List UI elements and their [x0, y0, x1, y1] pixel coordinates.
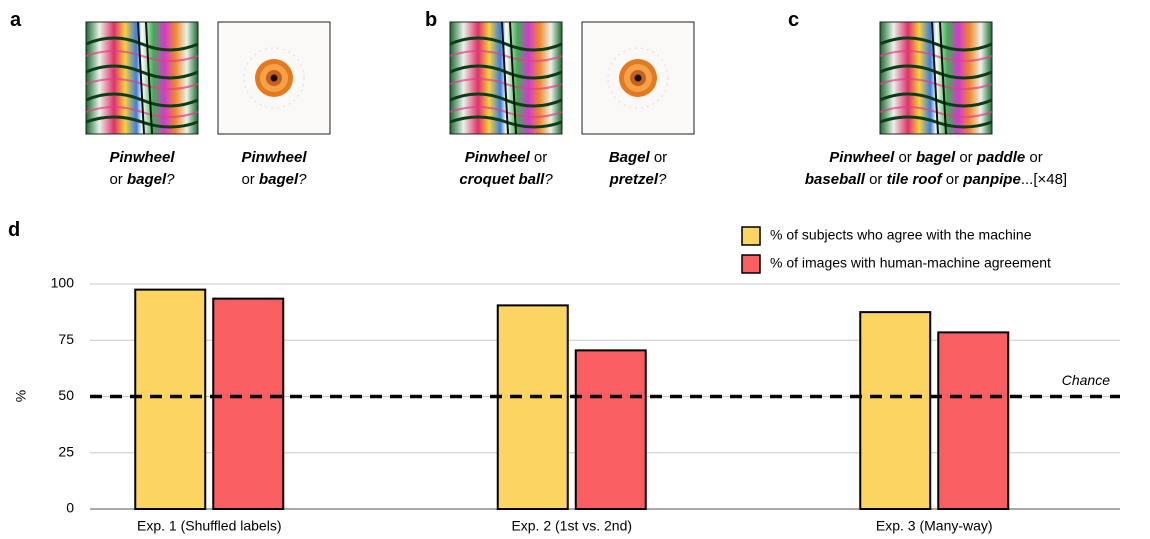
caption-text: ?: [166, 171, 175, 188]
caption-line: Pinwheel: [109, 149, 175, 166]
legend-swatch: [742, 255, 760, 273]
pinwheel-image: [450, 22, 562, 134]
caption-text: ?: [298, 171, 307, 188]
stimulus-images: [86, 22, 992, 134]
bar: [213, 299, 283, 509]
caption-line: Pinwheel or bagel or paddle or: [829, 149, 1042, 166]
caption-line: Pinwheel or: [465, 149, 548, 166]
caption-text: Pinwheel: [241, 149, 307, 166]
chance-label: Chance: [1062, 372, 1110, 388]
caption-text: tile roof: [887, 171, 944, 188]
bar: [860, 312, 930, 509]
panel-letter: c: [788, 9, 799, 31]
pinwheel-image: [880, 22, 992, 134]
y-axis-label: %: [13, 390, 29, 402]
bagel-image: [582, 22, 694, 134]
caption-text: bagel: [127, 171, 167, 188]
y-tick-label: 50: [58, 387, 74, 403]
caption-text: ?: [658, 171, 667, 188]
caption-text: bagel: [259, 171, 299, 188]
caption-text: or: [530, 149, 548, 166]
legend-swatch: [742, 227, 760, 245]
bar: [938, 332, 1008, 509]
caption-text: or: [955, 149, 977, 166]
caption-line: or bagel?: [109, 171, 175, 188]
caption-text: bagel: [916, 149, 956, 166]
caption-text: Pinwheel: [829, 149, 895, 166]
figure: aPinwheelor bagel?Pinwheelor bagel?bPinw…: [0, 0, 1150, 539]
caption-text: ?: [544, 171, 553, 188]
legend-label: % of subjects who agree with the machine: [770, 227, 1032, 243]
y-tick-label: 25: [58, 443, 74, 459]
caption-text: ...[×48]: [1021, 171, 1067, 188]
caption-line: or bagel?: [241, 171, 307, 188]
bagel-image: [218, 22, 330, 134]
caption-text: Bagel: [609, 149, 651, 166]
caption-line: Bagel or: [609, 149, 667, 166]
y-tick-label: 0: [66, 500, 74, 516]
caption-text: or: [1025, 149, 1043, 166]
x-tick-label: Exp. 3 (Many-way): [876, 518, 993, 534]
caption-line: pretzel?: [609, 171, 667, 188]
caption-text: or: [942, 171, 964, 188]
bar: [135, 290, 205, 509]
caption-text: or: [865, 171, 887, 188]
bar: [576, 350, 646, 509]
caption-text: Pinwheel: [109, 149, 175, 166]
y-tick-label: 100: [51, 275, 75, 291]
panel-letter: d: [8, 219, 20, 241]
bar: [498, 305, 568, 509]
caption-text: or: [241, 171, 259, 188]
x-tick-label: Exp. 1 (Shuffled labels): [137, 518, 282, 534]
caption-text: Pinwheel: [465, 149, 531, 166]
legend-label: % of images with human-machine agreement: [770, 255, 1051, 271]
pinwheel-image: [86, 22, 198, 134]
panel-letter: b: [425, 9, 437, 31]
caption-line: baseball or tile roof or panpipe...[×48]: [805, 171, 1067, 188]
caption-text: or: [109, 171, 127, 188]
panel-letter: a: [10, 9, 22, 31]
caption-text: paddle: [976, 149, 1025, 166]
caption-text: pretzel: [609, 171, 659, 188]
caption-text: or: [894, 149, 916, 166]
caption-line: croquet ball?: [459, 171, 553, 188]
x-tick-label: Exp. 2 (1st vs. 2nd): [511, 518, 632, 534]
y-tick-label: 75: [58, 331, 74, 347]
caption-text: panpipe: [962, 171, 1021, 188]
caption-line: Pinwheel: [241, 149, 307, 166]
caption-text: baseball: [805, 171, 866, 188]
caption-text: or: [650, 149, 668, 166]
caption-text: croquet ball: [459, 171, 545, 188]
